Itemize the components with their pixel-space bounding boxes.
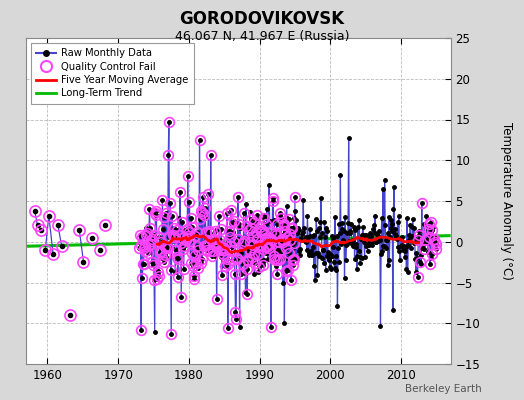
Text: 46.067 N, 41.967 E (Russia): 46.067 N, 41.967 E (Russia): [174, 30, 350, 43]
Text: GORODOVIKOVSK: GORODOVIKOVSK: [179, 10, 345, 28]
Text: Berkeley Earth: Berkeley Earth: [406, 384, 482, 394]
Y-axis label: Temperature Anomaly (°C): Temperature Anomaly (°C): [500, 122, 512, 280]
Legend: Raw Monthly Data, Quality Control Fail, Five Year Moving Average, Long-Term Tren: Raw Monthly Data, Quality Control Fail, …: [31, 43, 193, 104]
